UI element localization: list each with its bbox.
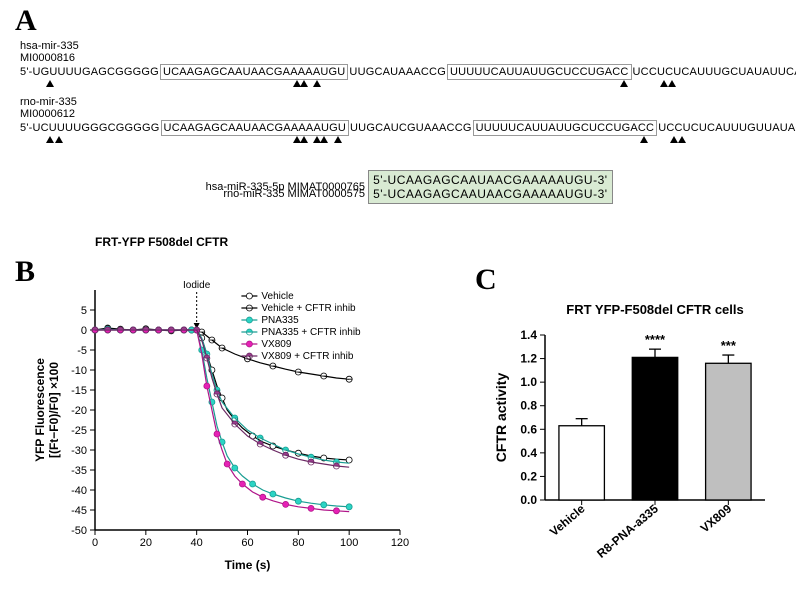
- hsa-label-2: MI0000816: [20, 52, 770, 64]
- difference-triangle-icon: [670, 136, 678, 143]
- svg-text:80: 80: [292, 537, 304, 549]
- svg-text:0.8: 0.8: [520, 399, 537, 413]
- hsa-label-1: hsa-mir-335: [20, 40, 770, 52]
- svg-text:VX809: VX809: [261, 339, 291, 350]
- difference-triangle-icon: [300, 136, 308, 143]
- rno-mid: UUGCAUCGUAAACCG: [350, 122, 472, 134]
- rno-label-2: MI0000612: [20, 108, 770, 120]
- svg-text:100: 100: [340, 537, 358, 549]
- svg-text:PNA335: PNA335: [261, 315, 299, 326]
- mature-box: 5'-UCAAGAGCAAUAACGAAAAAUGU-3' 5'-UCAAGAG…: [368, 170, 612, 204]
- hsa-sequence: 5'-UGUUUUGAGCGGGGGUCAAGAGCAAUAACGAAAAAUG…: [20, 64, 770, 80]
- svg-text:[(Ft−F0)/F0] ×100: [(Ft−F0)/F0] ×100: [47, 362, 61, 458]
- svg-text:0.2: 0.2: [520, 469, 537, 483]
- svg-text:120: 120: [391, 537, 409, 549]
- svg-text:-30: -30: [71, 445, 87, 457]
- svg-text:VX809 + CFTR inhib: VX809 + CFTR inhib: [261, 351, 353, 362]
- difference-triangle-icon: [46, 136, 54, 143]
- svg-text:Vehicle + CFTR inhib: Vehicle + CFTR inhib: [261, 303, 356, 314]
- mature-rno-label: rno-miR-335 MIMAT0000575: [180, 188, 365, 200]
- rno-triangle-row: [20, 136, 770, 146]
- difference-triangle-icon: [334, 136, 342, 143]
- chart-C: FRT YFP-F508del CFTR cells 0.0 0.2 0.4 0.6 0.…: [490, 300, 780, 580]
- svg-text:-15: -15: [71, 385, 87, 397]
- difference-triangle-icon: [678, 136, 686, 143]
- rno-sequence: 5'-UCUUUUGGGCGGGGGUCAAGAGCAAUAACGAAAAAUG…: [20, 120, 770, 136]
- svg-text:Iodide: Iodide: [183, 280, 211, 291]
- panel-A-label: A: [15, 4, 37, 38]
- svg-text:PNA335 + CFTR inhib: PNA335 + CFTR inhib: [261, 327, 361, 338]
- rno-post: UCCUCUCAUUUGUUAUAGCCA-3': [658, 122, 796, 134]
- svg-text:YFP Fluorescence: YFP Fluorescence: [33, 358, 47, 462]
- svg-text:***: ***: [721, 338, 737, 353]
- hsa-box1: UCAAGAGCAAUAACGAAAAAUGU: [160, 64, 348, 80]
- svg-text:-20: -20: [71, 405, 87, 417]
- rno-label-1: rno-mir-335: [20, 96, 770, 108]
- svg-text:Vehicle: Vehicle: [547, 501, 588, 539]
- svg-text:FRT YFP-F508del CFTR cells: FRT YFP-F508del CFTR cells: [566, 302, 743, 317]
- svg-text:1.0: 1.0: [520, 375, 537, 389]
- mature-rno-seq: 5'-UCAAGAGCAAUAACGAAAAAUGU-3': [373, 187, 607, 201]
- difference-triangle-icon: [46, 80, 54, 87]
- sequence-block: hsa-mir-335 MI0000816 5'-UGUUUUGAGCGGGGG…: [20, 40, 770, 146]
- svg-text:Time (s): Time (s): [225, 558, 271, 572]
- svg-text:0.0: 0.0: [520, 493, 537, 507]
- difference-triangle-icon: [320, 136, 328, 143]
- svg-text:1.2: 1.2: [520, 352, 537, 366]
- hsa-pre: 5'-UGUUUUGAGCGGGGG: [20, 66, 159, 78]
- mature-hsa-seq: 5'-UCAAGAGCAAUAACGAAAAAUGU-3': [373, 173, 607, 187]
- svg-text:0: 0: [81, 325, 87, 337]
- svg-text:-45: -45: [71, 505, 87, 517]
- svg-text:40: 40: [191, 537, 203, 549]
- difference-triangle-icon: [313, 80, 321, 87]
- svg-text:VX809: VX809: [698, 501, 735, 535]
- svg-text:CFTR activity: CFTR activity: [493, 373, 509, 463]
- panel-C-label: C: [475, 263, 497, 297]
- difference-triangle-icon: [660, 80, 668, 87]
- panel-B-title: FRT-YFP F508del CFTR: [95, 235, 228, 249]
- difference-triangle-icon: [300, 80, 308, 87]
- svg-text:-5: -5: [77, 345, 87, 357]
- hsa-triangle-row: [20, 80, 770, 90]
- svg-text:-50: -50: [71, 525, 87, 537]
- svg-text:20: 20: [140, 537, 152, 549]
- difference-triangle-icon: [668, 80, 676, 87]
- svg-text:-25: -25: [71, 425, 87, 437]
- rno-box1: UCAAGAGCAAUAACGAAAAAUGU: [161, 120, 349, 136]
- difference-triangle-icon: [620, 80, 628, 87]
- hsa-box2: UUUUUCAUUAUUGCUCCUGACC: [447, 64, 632, 80]
- mature-sequence-block: hsa-miR-335-5p MIMAT0000765 5'-UCAAGAGCA…: [180, 170, 613, 204]
- difference-triangle-icon: [640, 136, 648, 143]
- svg-text:0.4: 0.4: [520, 446, 537, 460]
- chart-B: 020406080100120-50-45-40-35-30-25-20-15-…: [30, 275, 410, 575]
- svg-text:1.4: 1.4: [520, 328, 537, 342]
- svg-text:60: 60: [241, 537, 253, 549]
- svg-text:-35: -35: [71, 465, 87, 477]
- svg-text:0.6: 0.6: [520, 422, 537, 436]
- svg-text:-40: -40: [71, 485, 87, 497]
- svg-text:****: ****: [645, 332, 666, 347]
- hsa-mid: UUGCAUAAACCG: [349, 66, 446, 78]
- rno-pre: 5'-UCUUUUGGGCGGGGG: [20, 122, 160, 134]
- difference-triangle-icon: [55, 136, 63, 143]
- svg-text:-10: -10: [71, 365, 87, 377]
- rno-box2: UUUUUCAUUAUUGCUCCUGACC: [473, 120, 658, 136]
- svg-text:0: 0: [92, 537, 98, 549]
- svg-text:R8-PNA-a335: R8-PNA-a335: [594, 501, 661, 560]
- hsa-post: UCCUCUCAUUUGCUAUAUUCA-3': [633, 66, 796, 78]
- svg-text:Vehicle: Vehicle: [261, 291, 294, 302]
- svg-text:5: 5: [81, 305, 87, 317]
